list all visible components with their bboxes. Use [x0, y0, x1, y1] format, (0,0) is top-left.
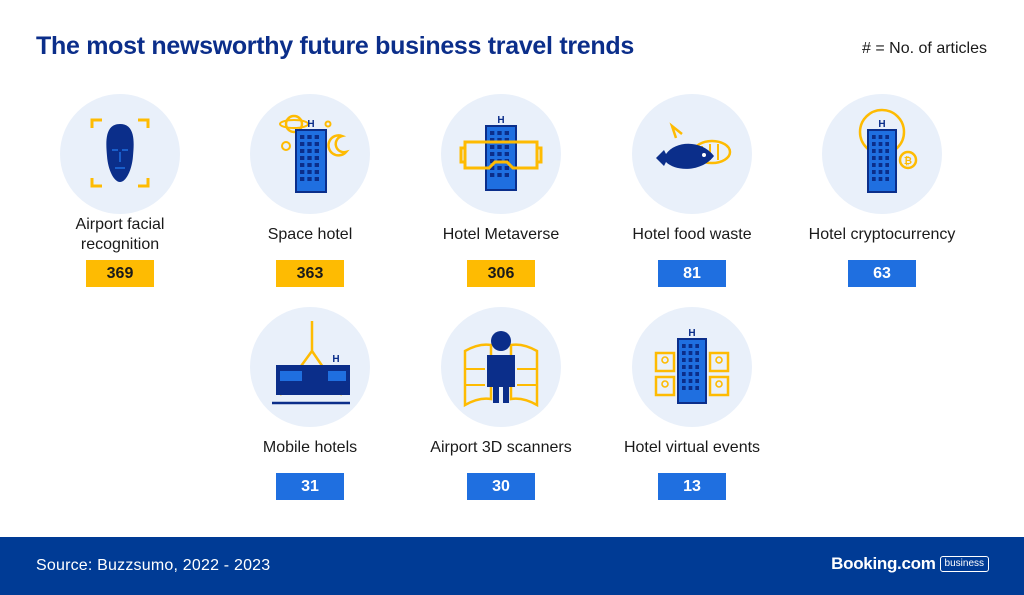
space-hotel-icon: H: [250, 94, 370, 214]
trend-card: H Hotel Metaverse 306: [421, 94, 581, 294]
trend-label: Hotel virtual events: [623, 439, 761, 456]
crane-container-icon: H: [250, 307, 370, 427]
brand-tag: business: [939, 556, 989, 572]
article-count-badge: 30: [467, 473, 535, 500]
trend-label: Hotel cryptocurrency: [808, 226, 956, 243]
trend-label: Airport facial recognition: [75, 216, 165, 253]
trend-card: H Hotel virtual events 13: [612, 307, 772, 507]
page-title: The most newsworthy future business trav…: [36, 32, 634, 60]
fish-food-icon: [632, 94, 752, 214]
article-count-badge: 363: [276, 260, 344, 287]
article-count-badge: 81: [658, 260, 726, 287]
crypto-hotel-icon: ₿ H: [822, 94, 942, 214]
trend-card: Hotel food waste 81: [612, 94, 772, 294]
trend-card: H Mobile hotels 31: [230, 307, 390, 507]
vr-headset-hotel-icon: H: [441, 94, 561, 214]
article-count-badge: 63: [848, 260, 916, 287]
source-note: Source: Buzzsumo, 2022 - 2023: [36, 557, 271, 574]
trend-label: Hotel food waste: [632, 226, 752, 243]
trend-label: Mobile hotels: [262, 439, 358, 456]
trend-card: Airport facial recognition 369: [40, 94, 200, 294]
brand-logo: Booking.com business: [831, 554, 989, 574]
face-scan-icon: [60, 94, 180, 214]
svg-text:H: H: [878, 119, 885, 130]
trend-label: Space hotel: [267, 226, 353, 243]
trend-card: ₿ H Hotel cryptocurrency 63: [802, 94, 962, 294]
legend-note: # = No. of articles: [862, 40, 987, 57]
trend-card: Airport 3D scanners 30: [421, 307, 581, 507]
body-scanner-icon: [441, 307, 561, 427]
virtual-event-hotel-icon: H: [632, 307, 752, 427]
brand-name: Booking.com: [831, 554, 936, 573]
trend-label: Hotel Metaverse: [442, 226, 560, 243]
svg-text:H: H: [307, 119, 314, 130]
footer-bar: Source: Buzzsumo, 2022 - 2023 Booking.co…: [0, 537, 1024, 595]
article-count-badge: 369: [86, 260, 154, 287]
svg-text:H: H: [497, 115, 504, 126]
trend-card: H Space hotel 363: [230, 94, 390, 294]
svg-text:H: H: [332, 354, 339, 365]
svg-text:₿: ₿: [904, 155, 912, 167]
article-count-badge: 31: [276, 473, 344, 500]
article-count-badge: 13: [658, 473, 726, 500]
trend-label: Airport 3D scanners: [430, 439, 572, 456]
article-count-badge: 306: [467, 260, 535, 287]
svg-text:H: H: [688, 328, 695, 339]
